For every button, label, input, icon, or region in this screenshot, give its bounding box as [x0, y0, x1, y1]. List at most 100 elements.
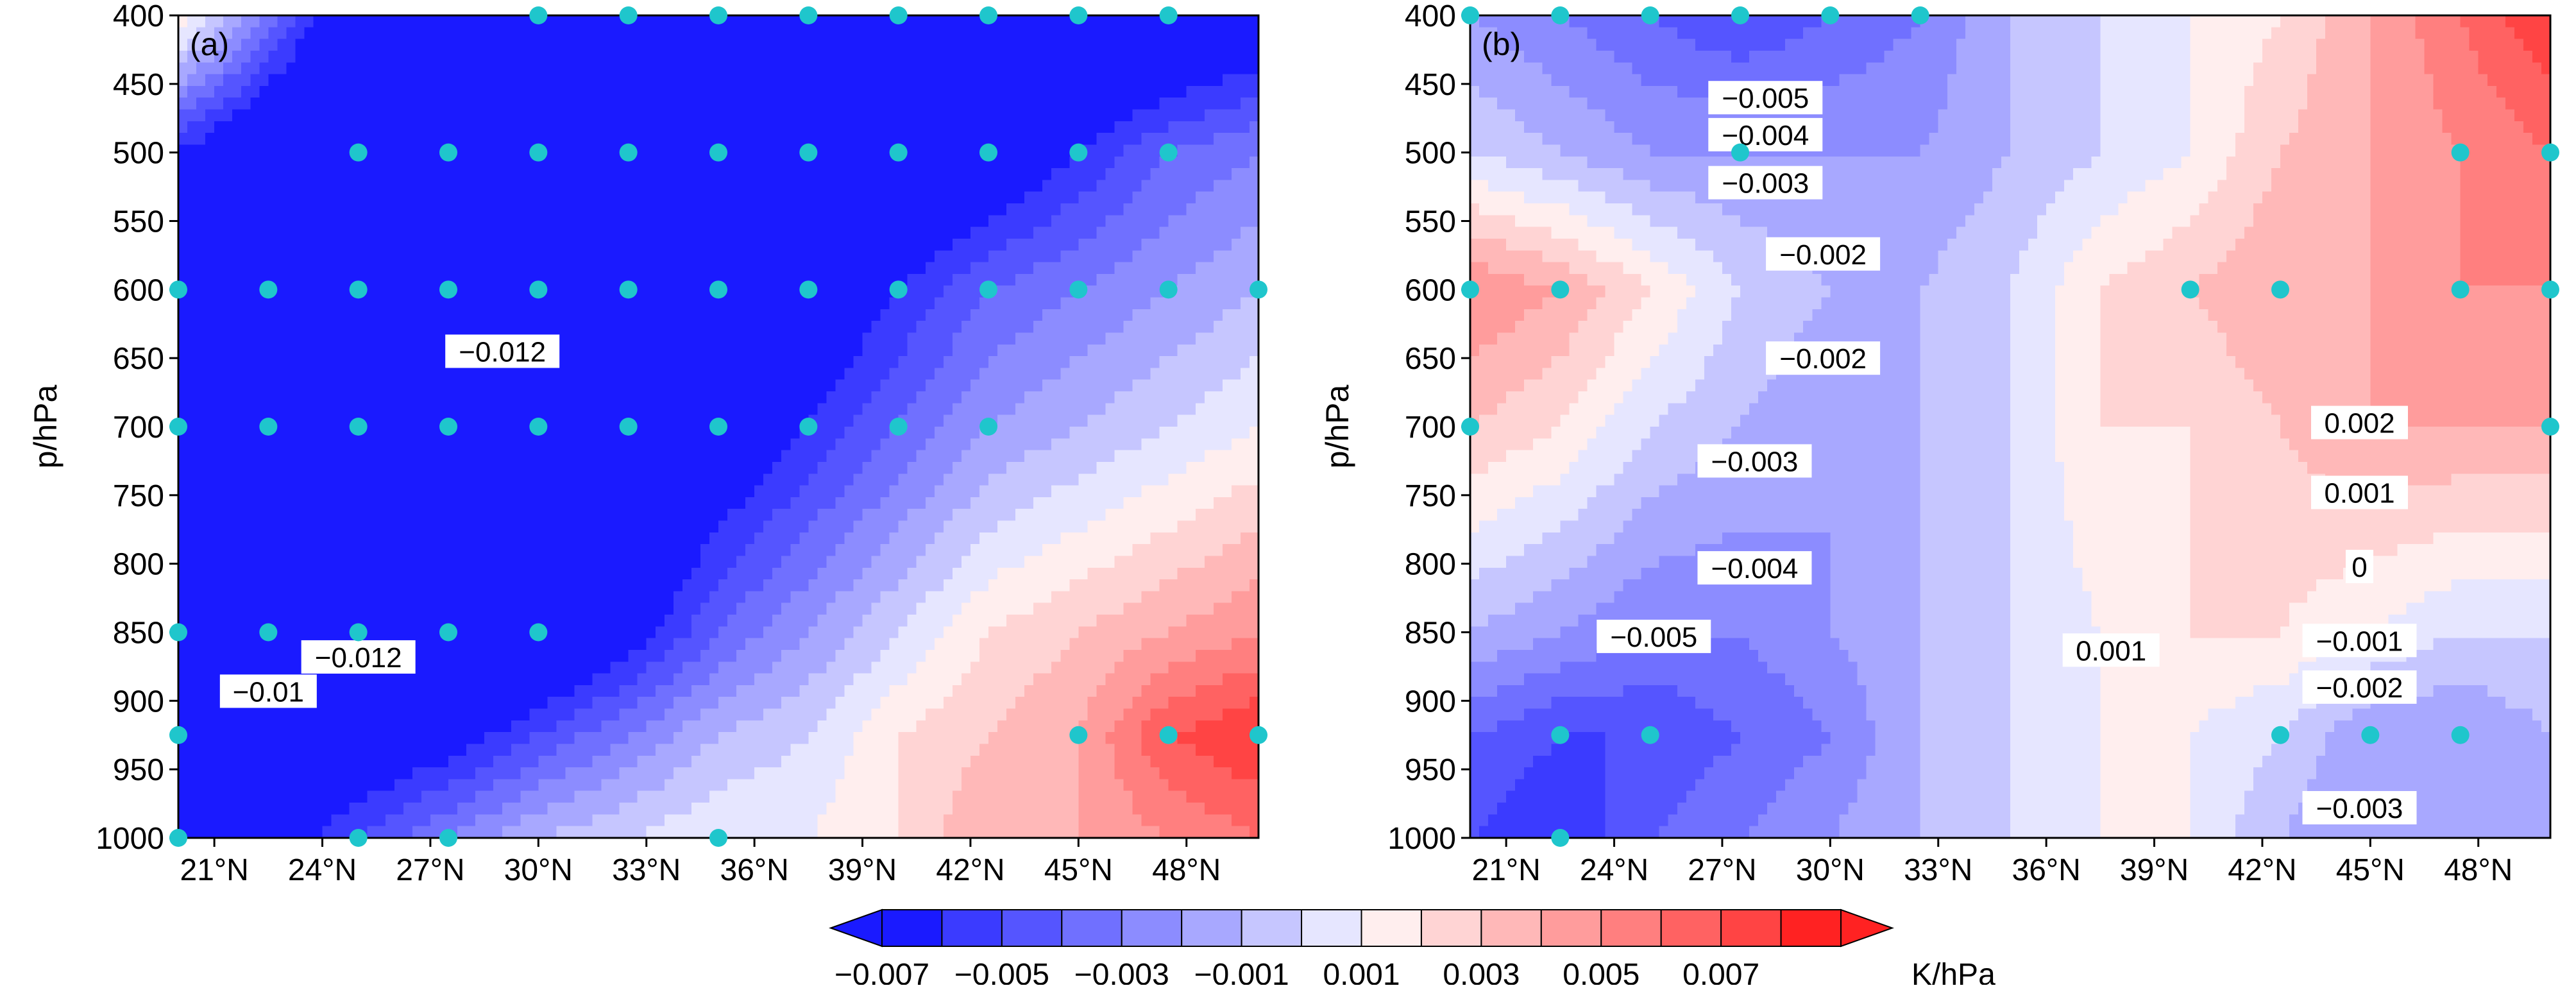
field-cell	[1169, 215, 1178, 227]
field-cell	[844, 180, 854, 192]
field-cell	[538, 462, 548, 474]
field-cell	[700, 380, 710, 392]
field-cell	[745, 215, 755, 227]
field-cell	[250, 473, 260, 486]
field-cell	[1087, 298, 1097, 310]
field-cell	[908, 180, 917, 192]
field-cell	[1006, 438, 1016, 450]
field-cell	[295, 368, 305, 380]
field-cell	[691, 144, 701, 157]
field-cell	[493, 27, 503, 39]
field-cell	[808, 39, 818, 51]
field-cell	[314, 62, 323, 74]
field-cell	[1015, 62, 1025, 74]
field-cell	[1124, 227, 1133, 239]
field-cell	[178, 486, 188, 498]
field-cell	[917, 391, 926, 404]
field-cell	[656, 462, 665, 474]
field-cell	[205, 239, 215, 251]
field-cell	[1024, 168, 1034, 180]
field-cell	[817, 239, 827, 251]
field-cell	[574, 438, 584, 450]
field-cell	[394, 309, 404, 321]
field-cell	[1087, 144, 1097, 157]
field-cell	[1078, 133, 1088, 145]
field-cell	[286, 157, 296, 169]
field-cell	[341, 356, 350, 368]
field-cell	[1142, 332, 1151, 345]
field-cell	[835, 62, 845, 74]
field-cell	[205, 274, 215, 286]
field-cell	[241, 274, 251, 286]
field-cell	[304, 227, 314, 239]
field-cell	[602, 180, 611, 192]
field-cell	[962, 157, 971, 169]
field-cell	[944, 321, 953, 333]
field-cell	[709, 110, 719, 122]
field-cell	[1015, 86, 1025, 98]
field-cell	[259, 157, 269, 169]
field-cell	[493, 368, 503, 380]
field-cell	[403, 309, 413, 321]
field-cell	[691, 380, 701, 392]
field-cell	[682, 391, 692, 404]
field-cell	[241, 415, 251, 427]
field-cell	[1069, 62, 1079, 74]
field-cell	[844, 110, 854, 122]
field-cell	[223, 403, 233, 415]
field-cell	[556, 74, 566, 87]
field-cell	[817, 262, 827, 275]
field-cell	[1223, 274, 1232, 286]
field-cell	[629, 239, 638, 251]
field-cell	[314, 309, 323, 321]
field-cell	[520, 62, 530, 74]
field-cell	[484, 450, 494, 463]
field-cell	[656, 239, 665, 251]
field-cell	[593, 15, 602, 28]
field-cell	[377, 415, 386, 427]
field-cell	[1024, 309, 1034, 321]
field-cell	[890, 192, 899, 204]
field-cell	[656, 74, 665, 87]
field-cell	[917, 356, 926, 368]
field-cell	[835, 368, 845, 380]
field-cell	[1205, 332, 1214, 345]
field-cell	[232, 309, 242, 321]
field-cell	[430, 86, 440, 98]
field-cell	[781, 27, 791, 39]
field-cell	[332, 438, 341, 450]
field-cell	[196, 121, 206, 133]
field-cell	[430, 62, 440, 74]
field-cell	[1024, 227, 1034, 239]
field-cell	[1060, 215, 1070, 227]
field-cell	[826, 133, 836, 145]
field-cell	[817, 345, 827, 357]
field-cell	[647, 180, 656, 192]
field-cell	[647, 133, 656, 145]
field-cell	[223, 321, 233, 333]
field-cell	[835, 74, 845, 87]
field-cell	[1142, 298, 1151, 310]
field-cell	[953, 51, 962, 63]
field-cell	[466, 497, 476, 509]
field-cell	[1087, 168, 1097, 180]
field-cell	[341, 415, 350, 427]
field-cell	[691, 98, 701, 110]
field-cell	[962, 15, 971, 28]
field-cell	[350, 86, 359, 98]
field-cell	[629, 180, 638, 192]
field-cell	[691, 427, 701, 439]
field-cell	[232, 332, 242, 345]
field-cell	[718, 298, 728, 310]
field-cell	[953, 203, 962, 216]
field-cell	[979, 239, 989, 251]
field-cell	[1196, 168, 1205, 180]
field-cell	[196, 391, 206, 404]
field-cell	[817, 427, 827, 439]
field-cell	[1006, 239, 1016, 251]
field-cell	[1205, 274, 1214, 286]
field-cell	[341, 262, 350, 275]
field-cell	[718, 380, 728, 392]
field-cell	[1124, 262, 1133, 275]
field-cell	[332, 380, 341, 392]
